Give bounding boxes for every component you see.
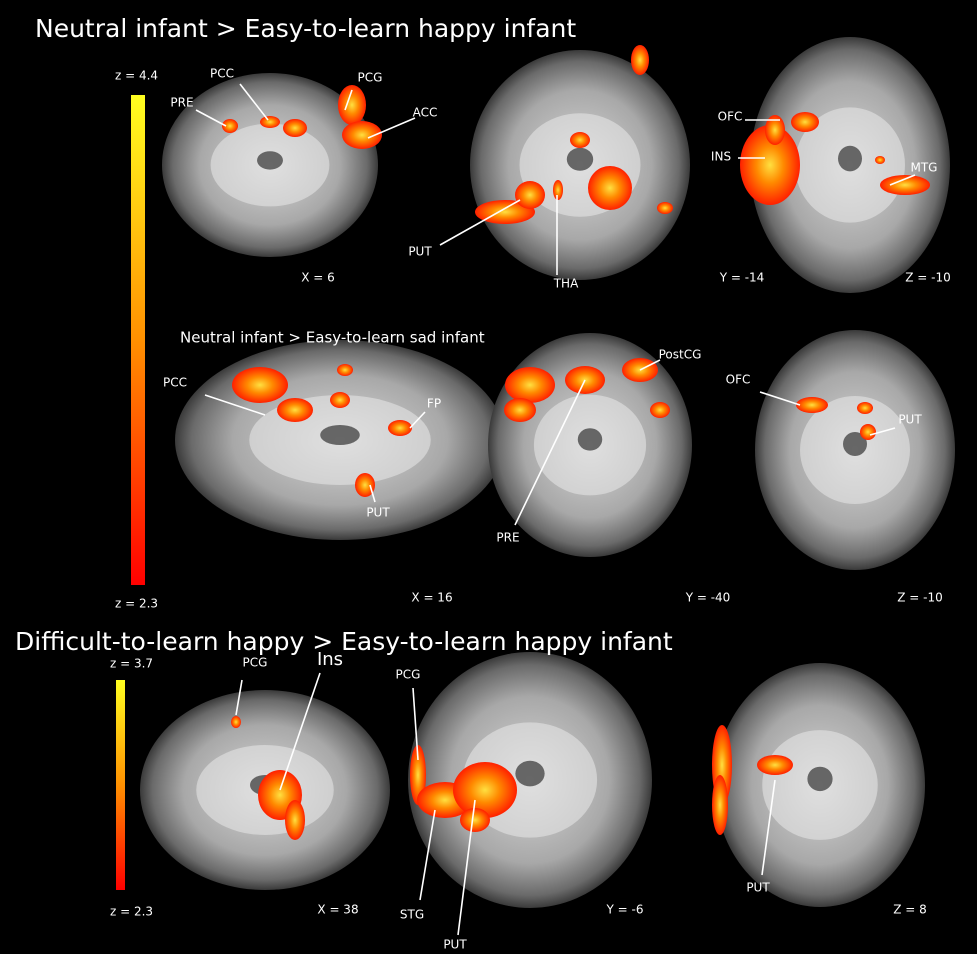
slice-coordinate: Y = -6: [606, 903, 644, 917]
region-label: PRE: [496, 531, 519, 545]
activation-cluster: [650, 402, 670, 418]
region-label: INS: [711, 150, 731, 164]
slice-coordinate: X = 38: [317, 903, 358, 917]
region-label: OFC: [718, 110, 743, 124]
section-title: Neutral infant > Easy-to-learn happy inf…: [35, 14, 576, 43]
activation-cluster: [330, 392, 350, 408]
region-label: FP: [427, 397, 441, 411]
region-label: PCC: [210, 67, 234, 81]
activation-cluster: [875, 156, 885, 164]
activation-cluster: [260, 116, 280, 128]
region-label: PCG: [358, 71, 383, 85]
activation-cluster: [505, 367, 555, 403]
section-title: Difficult-to-learn happy > Easy-to-learn…: [15, 627, 673, 656]
activation-cluster: [631, 45, 649, 75]
region-label: ACC: [413, 106, 438, 120]
activation-cluster: [388, 420, 412, 436]
ventricle: [838, 146, 862, 172]
activation-cluster: [460, 808, 490, 832]
region-label: PostCG: [659, 348, 702, 362]
activation-cluster: [757, 755, 793, 775]
slice-coordinate: Z = -10: [905, 271, 951, 285]
ventricle: [257, 151, 283, 169]
activation-cluster: [277, 398, 313, 422]
activation-cluster: [796, 397, 828, 413]
ventricle: [515, 761, 544, 787]
ventricle: [578, 428, 602, 450]
region-label: PCG: [243, 656, 268, 670]
slice-coordinate: X = 6: [301, 271, 335, 285]
activation-cluster: [453, 762, 517, 818]
colorbar-max: z = 4.4: [115, 69, 158, 83]
activation-cluster: [283, 119, 307, 137]
activation-cluster: [553, 180, 563, 200]
section-subtitle: Neutral infant > Easy-to-learn sad infan…: [180, 329, 485, 347]
region-label: PCG: [396, 668, 421, 682]
activation-cluster: [337, 364, 353, 376]
colorbar-min: z = 2.3: [110, 905, 153, 919]
region-label: PCC: [163, 376, 187, 390]
slice-coordinate: Z = 8: [893, 903, 927, 917]
region-label: PUT: [898, 413, 922, 427]
activation-cluster: [857, 402, 873, 414]
colorbar-max: z = 3.7: [110, 657, 153, 671]
colorbar: [116, 680, 125, 890]
activation-cluster: [880, 175, 930, 195]
slice-coordinate: Y = -14: [719, 271, 765, 285]
activation-cluster: [860, 424, 876, 440]
region-label: MTG: [911, 161, 938, 175]
colorbar-min: z = 2.3: [115, 597, 158, 611]
activation-cluster: [285, 800, 305, 840]
region-label: THA: [553, 277, 579, 291]
region-label: PUT: [366, 506, 390, 520]
region-label: PUT: [746, 881, 770, 895]
slice-coordinate: X = 16: [411, 591, 452, 605]
slice-coordinate: Y = -40: [685, 591, 731, 605]
activation-cluster: [231, 716, 241, 728]
colorbar: [131, 95, 145, 585]
brain-slices: [140, 37, 955, 908]
activation-cluster: [791, 112, 819, 132]
region-label: OFC: [726, 373, 751, 387]
activation-cluster: [232, 367, 288, 403]
activation-cluster: [515, 181, 545, 209]
region-label: PRE: [170, 96, 193, 110]
slice-coordinate: Z = -10: [897, 591, 943, 605]
activation-cluster: [570, 132, 590, 148]
ventricle: [320, 425, 360, 445]
figure: Neutral infant > Easy-to-learn happy inf…: [0, 0, 977, 954]
region-label: PUT: [408, 245, 432, 259]
ventricle: [567, 148, 593, 171]
region-label: PUT: [443, 938, 467, 952]
activation-cluster: [657, 202, 673, 214]
region-label: Ins: [317, 649, 343, 670]
activation-cluster: [504, 398, 536, 422]
activation-cluster: [712, 775, 728, 835]
ventricle: [807, 767, 832, 791]
activation-cluster: [588, 166, 632, 210]
region-label: STG: [400, 908, 424, 922]
